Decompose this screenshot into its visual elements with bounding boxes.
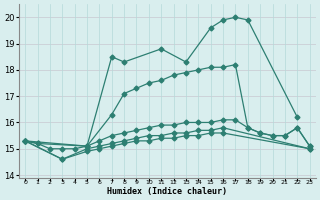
X-axis label: Humidex (Indice chaleur): Humidex (Indice chaleur) bbox=[108, 187, 228, 196]
